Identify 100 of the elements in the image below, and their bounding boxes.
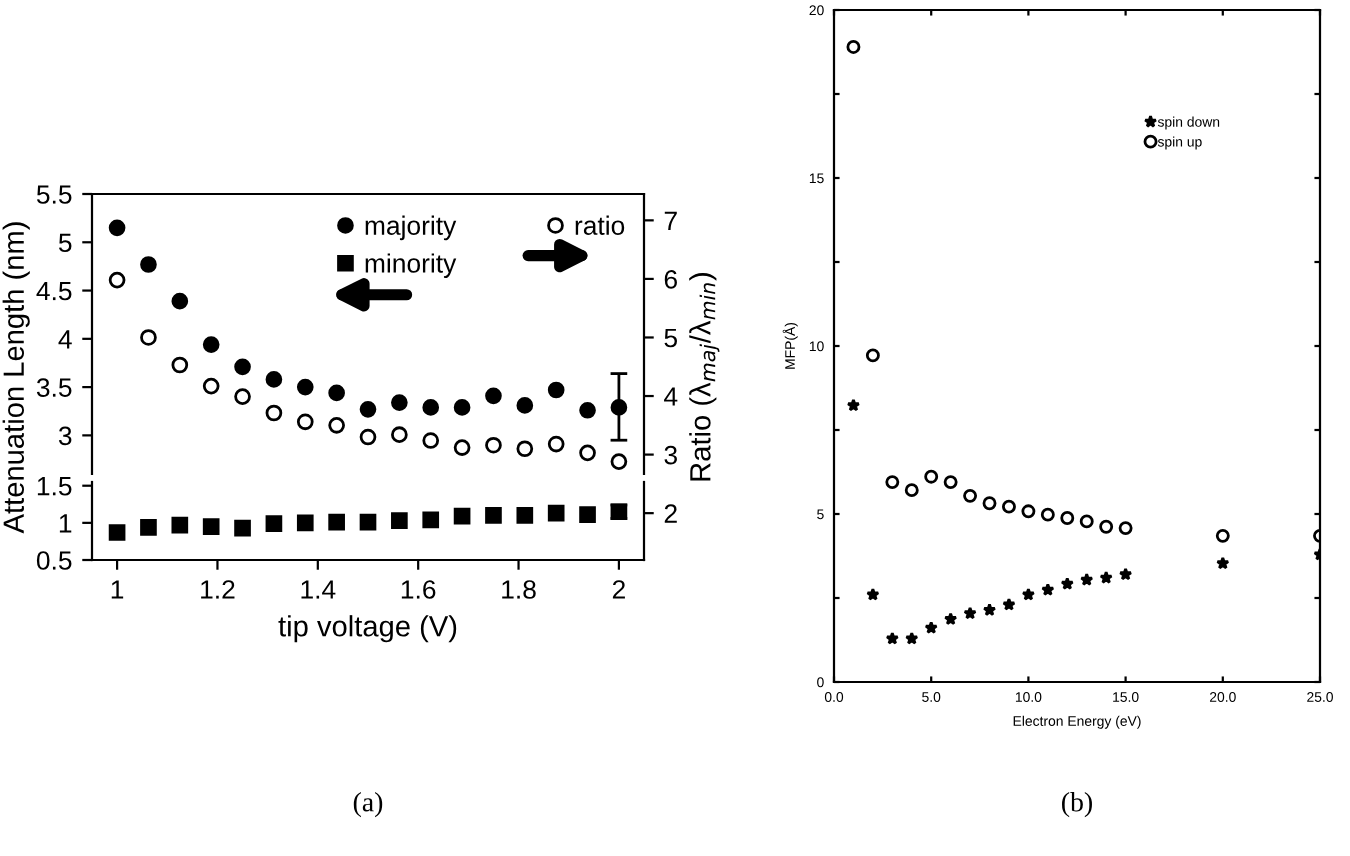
point [1216, 556, 1230, 570]
point [140, 518, 157, 536]
point [296, 378, 314, 396]
point [485, 387, 502, 405]
point [579, 401, 596, 419]
point [296, 413, 314, 431]
point [516, 397, 534, 414]
y-tick-label: 1 [59, 514, 72, 533]
point [391, 394, 408, 411]
legend-label: majority [365, 215, 457, 241]
point [391, 512, 408, 529]
point [1099, 570, 1113, 584]
x-tick-label: 1.2 [201, 580, 235, 599]
point [1021, 587, 1036, 601]
point [1079, 514, 1094, 529]
point [1060, 576, 1074, 590]
text: (b) [1062, 792, 1092, 818]
point [422, 511, 440, 529]
y2-tick-label: 6 [664, 270, 677, 289]
y-tick-label: 5 [58, 233, 72, 253]
point [265, 404, 283, 422]
x-tick-label: 1 [111, 580, 124, 599]
y2-axis-title: Ratio (λ$_{maj}$/λ$_{min}$) [689, 273, 720, 481]
point [1099, 519, 1114, 534]
point [234, 358, 251, 376]
point [202, 377, 220, 395]
point [924, 469, 939, 484]
point [328, 384, 345, 402]
point [516, 507, 534, 524]
point [265, 515, 283, 532]
x-tick-label: 1.6 [401, 580, 436, 599]
point [140, 329, 157, 346]
point [846, 40, 861, 54]
y-tick-label: 3.5 [36, 378, 72, 397]
point [485, 507, 502, 524]
y-tick-label: 4.5 [36, 281, 72, 301]
point [359, 400, 377, 418]
point [963, 606, 977, 620]
point [846, 398, 861, 412]
point [1060, 511, 1075, 525]
point [885, 475, 900, 490]
point [453, 399, 471, 416]
point [924, 620, 938, 634]
point [108, 524, 126, 541]
point [610, 453, 628, 470]
point [171, 292, 189, 310]
point [422, 399, 440, 416]
y-tick-label: 3 [58, 426, 72, 446]
point [1118, 567, 1133, 581]
point [1021, 504, 1036, 519]
point [234, 519, 251, 537]
point [943, 612, 958, 626]
point [982, 603, 997, 616]
point [234, 388, 251, 405]
point [171, 516, 189, 534]
point [943, 475, 958, 490]
point [108, 219, 126, 237]
point [904, 483, 919, 498]
point [1215, 528, 1230, 543]
point [865, 348, 880, 363]
point [1118, 521, 1133, 536]
point [265, 371, 283, 388]
point [963, 488, 978, 503]
point [1080, 572, 1094, 586]
point [547, 504, 565, 522]
y2-tick-label: 3 [664, 445, 677, 465]
point [579, 444, 596, 462]
point [328, 416, 345, 434]
x-tick-label: 1.4 [301, 580, 336, 599]
y-tick-label: 4 [58, 330, 72, 349]
point [359, 513, 377, 531]
point [1002, 597, 1016, 611]
point [516, 440, 534, 458]
point [485, 436, 502, 454]
text: minority [365, 253, 457, 278]
y-tick-label: 0.5 [36, 551, 72, 570]
y-tick-label: 1.5 [37, 477, 72, 496]
point [1041, 582, 1055, 596]
y2-tick-label: 4 [664, 387, 678, 406]
y-tick-label: 5.5 [36, 185, 72, 204]
legend-label: ratio [575, 215, 625, 235]
point [885, 631, 899, 645]
point [171, 356, 189, 374]
point [140, 256, 157, 273]
point [296, 514, 314, 532]
x-tick-label: 2 [612, 580, 625, 599]
point [982, 496, 997, 511]
x-tick-label: 1.8 [502, 580, 536, 599]
x-axis-title: tip voltage (V) [278, 615, 457, 643]
point [202, 336, 220, 353]
point [1002, 499, 1016, 514]
point [391, 426, 408, 444]
point [359, 428, 377, 446]
point [202, 518, 220, 535]
text: (a) [353, 792, 383, 818]
point [453, 439, 471, 456]
point [1040, 507, 1055, 522]
point [547, 381, 565, 399]
y-axis-title: Attenuation Length (nm) [2, 222, 30, 534]
point [108, 271, 126, 289]
